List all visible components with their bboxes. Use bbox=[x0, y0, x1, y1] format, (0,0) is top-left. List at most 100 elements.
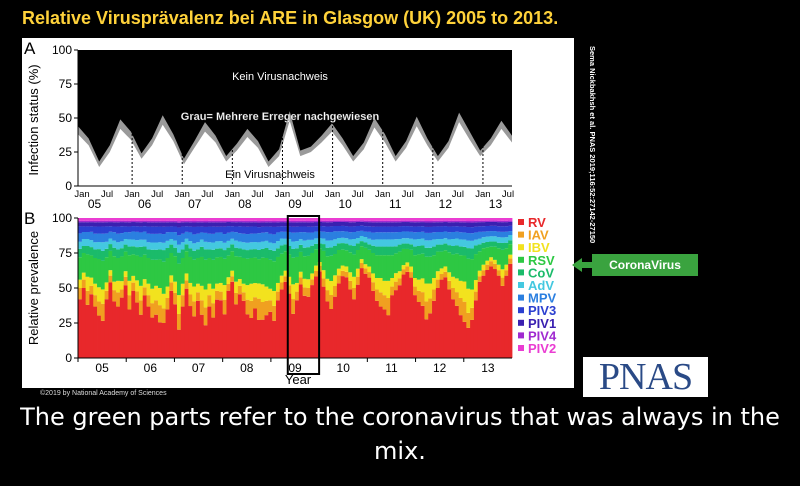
panel-a-year-label: 06 bbox=[138, 197, 152, 211]
bar-segment-piv1 bbox=[123, 222, 128, 227]
bar-segment-piv2 bbox=[192, 218, 197, 221]
bar-segment-piv4 bbox=[157, 220, 163, 223]
bar-segment-rv bbox=[234, 304, 239, 358]
bar-segment-piv2 bbox=[439, 218, 444, 221]
bar-segment-mpv bbox=[146, 233, 151, 243]
bar-segment-piv3 bbox=[363, 226, 368, 232]
panel-b-year-label: 11 bbox=[385, 361, 398, 375]
bar-segment-adv bbox=[123, 239, 128, 245]
bar-segment-mpv bbox=[154, 233, 159, 243]
bar-segment-rsv bbox=[104, 257, 109, 283]
bar-segment-piv1 bbox=[466, 222, 471, 228]
bar-segment-mpv bbox=[435, 232, 441, 239]
bar-segment-piv1 bbox=[504, 222, 509, 227]
bar-segment-mpv bbox=[112, 232, 117, 241]
bar-segment-ibv bbox=[348, 272, 353, 281]
bar-segment-mpv bbox=[492, 231, 498, 237]
bar-segment-piv2 bbox=[302, 218, 307, 221]
legend-label-mpv: MPV bbox=[528, 291, 557, 306]
bar-segment-piv3 bbox=[420, 226, 425, 232]
bar-segment-piv2 bbox=[492, 218, 498, 221]
bar-segment-cov bbox=[458, 246, 463, 256]
bar-segment-rsv bbox=[245, 258, 250, 286]
bar-segment-piv3 bbox=[192, 226, 197, 235]
legend-label-piv2: PIV2 bbox=[528, 341, 556, 356]
bar-segment-piv2 bbox=[477, 218, 482, 221]
bar-segment-piv4 bbox=[378, 220, 383, 223]
bar-segment-piv1 bbox=[264, 222, 269, 227]
bar-segment-piv3 bbox=[116, 226, 121, 234]
bar-segment-ibv bbox=[207, 283, 212, 296]
bar-segment-ibv bbox=[397, 271, 402, 279]
bar-segment-cov bbox=[253, 249, 258, 258]
pnas-logo-text: PNAS bbox=[598, 356, 693, 398]
panel-a-month-label: Jan bbox=[475, 189, 490, 200]
bar-segment-iav bbox=[127, 295, 132, 310]
bar-segment-piv4 bbox=[93, 220, 98, 223]
bar-segment-adv bbox=[413, 239, 418, 247]
bar-segment-iav bbox=[150, 303, 155, 318]
bar-segment-piv2 bbox=[272, 218, 277, 221]
bar-segment-piv2 bbox=[218, 218, 224, 221]
bar-segment-adv bbox=[374, 239, 380, 247]
bar-segment-rsv bbox=[89, 255, 94, 278]
bar-segment-iav bbox=[397, 278, 402, 286]
bar-segment-rsv bbox=[218, 256, 224, 283]
bar-segment-rv bbox=[485, 270, 490, 358]
bar-segment-piv4 bbox=[477, 220, 482, 223]
bar-segment-cov bbox=[374, 246, 380, 256]
bar-segment-piv4 bbox=[508, 220, 513, 222]
bar-segment-cov bbox=[325, 247, 330, 257]
bar-segment-mpv bbox=[355, 231, 361, 238]
panel-a-year-label: 11 bbox=[389, 197, 402, 211]
bar-segment-rv bbox=[477, 281, 482, 358]
bar-segment-piv1 bbox=[192, 222, 197, 227]
bar-segment-rsv bbox=[135, 255, 140, 281]
bar-segment-rv bbox=[416, 302, 422, 358]
bar-segment-piv4 bbox=[435, 220, 441, 223]
legend-swatch-iav bbox=[518, 231, 524, 238]
bar-segment-rsv bbox=[424, 256, 429, 284]
bar-segment-mpv bbox=[473, 232, 479, 240]
bar-segment-iav bbox=[131, 282, 136, 291]
bar-segment-rv bbox=[146, 306, 151, 358]
bar-segment-piv2 bbox=[359, 218, 364, 221]
bar-segment-rsv bbox=[420, 253, 425, 279]
bar-segment-piv2 bbox=[85, 218, 90, 221]
bar-segment-rv bbox=[363, 273, 368, 358]
bar-segment-piv4 bbox=[401, 220, 406, 223]
bar-segment-rsv bbox=[97, 259, 102, 288]
panel-a-axes: 0 25 50 75 100 Jan Jul Jan Jul Jan Jul Jan Jul Jan Jul… bbox=[52, 43, 514, 211]
bar-segment-iav bbox=[192, 301, 197, 317]
bar-segment-iav bbox=[264, 300, 269, 316]
highlight-box-2009 bbox=[286, 215, 321, 375]
bar-segment-cov bbox=[314, 243, 319, 250]
bar-segment-cov bbox=[405, 243, 410, 249]
bar-segment-cov bbox=[173, 247, 178, 257]
bar-segment-piv3 bbox=[378, 226, 383, 233]
bar-segment-piv3 bbox=[253, 226, 258, 234]
bar-segment-rv bbox=[207, 306, 212, 358]
bar-segment-iav bbox=[112, 290, 117, 302]
bar-segment-piv1 bbox=[485, 222, 490, 226]
bar-segment-piv2 bbox=[470, 218, 475, 222]
bar-segment-piv4 bbox=[146, 220, 151, 223]
bar-segment-rsv bbox=[199, 256, 205, 286]
bar-segment-iav bbox=[157, 305, 163, 323]
bar-segment-adv bbox=[272, 243, 277, 251]
bar-segment-ibv bbox=[454, 278, 460, 293]
bar-segment-rv bbox=[116, 306, 121, 358]
bar-segment-piv1 bbox=[112, 222, 117, 227]
bar-segment-adv bbox=[348, 239, 353, 246]
bar-segment-rsv bbox=[458, 255, 463, 281]
bar-segment-piv4 bbox=[116, 220, 121, 223]
bar-segment-piv4 bbox=[451, 220, 456, 223]
bar-segment-piv4 bbox=[100, 220, 106, 223]
bar-segment-rv bbox=[340, 276, 345, 358]
bar-segment-iav bbox=[466, 312, 471, 328]
bar-segment-piv2 bbox=[401, 218, 406, 221]
bar-segment-iav bbox=[138, 300, 144, 315]
bar-segment-rsv bbox=[116, 258, 121, 281]
bar-segment-mpv bbox=[500, 231, 505, 238]
bar-segment-iav bbox=[135, 291, 140, 303]
